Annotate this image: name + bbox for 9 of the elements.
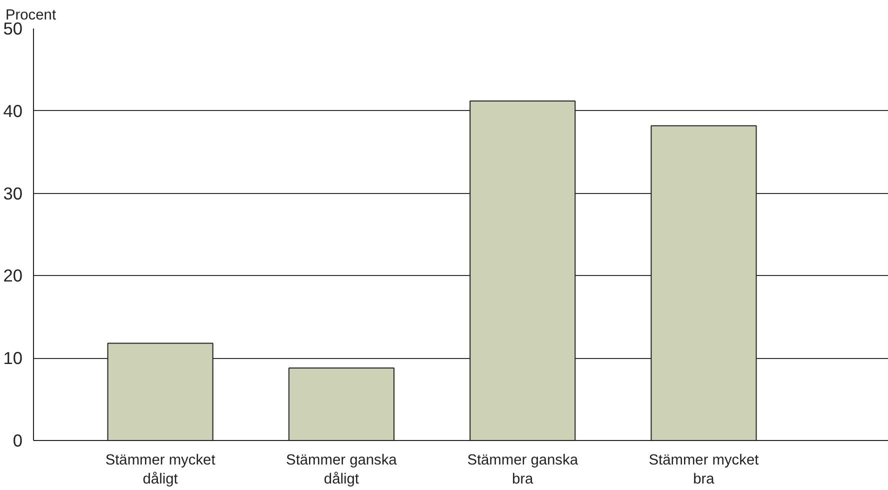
y-tick-label: 20 xyxy=(3,266,23,286)
y-tick-label: 40 xyxy=(3,100,23,121)
x-tick-label: Stämmer mycket dåligt xyxy=(105,452,216,488)
y-tick-label: 30 xyxy=(3,183,23,204)
x-tick-label: Stämmer ganska bra xyxy=(467,452,579,488)
y-tick-label: 0 xyxy=(12,430,23,450)
x-tick-label: Stämmer ganska dåligt xyxy=(286,452,398,488)
y-tick-label: 10 xyxy=(3,348,23,368)
x-tick-label: Stämmer mycket bra xyxy=(648,452,759,488)
